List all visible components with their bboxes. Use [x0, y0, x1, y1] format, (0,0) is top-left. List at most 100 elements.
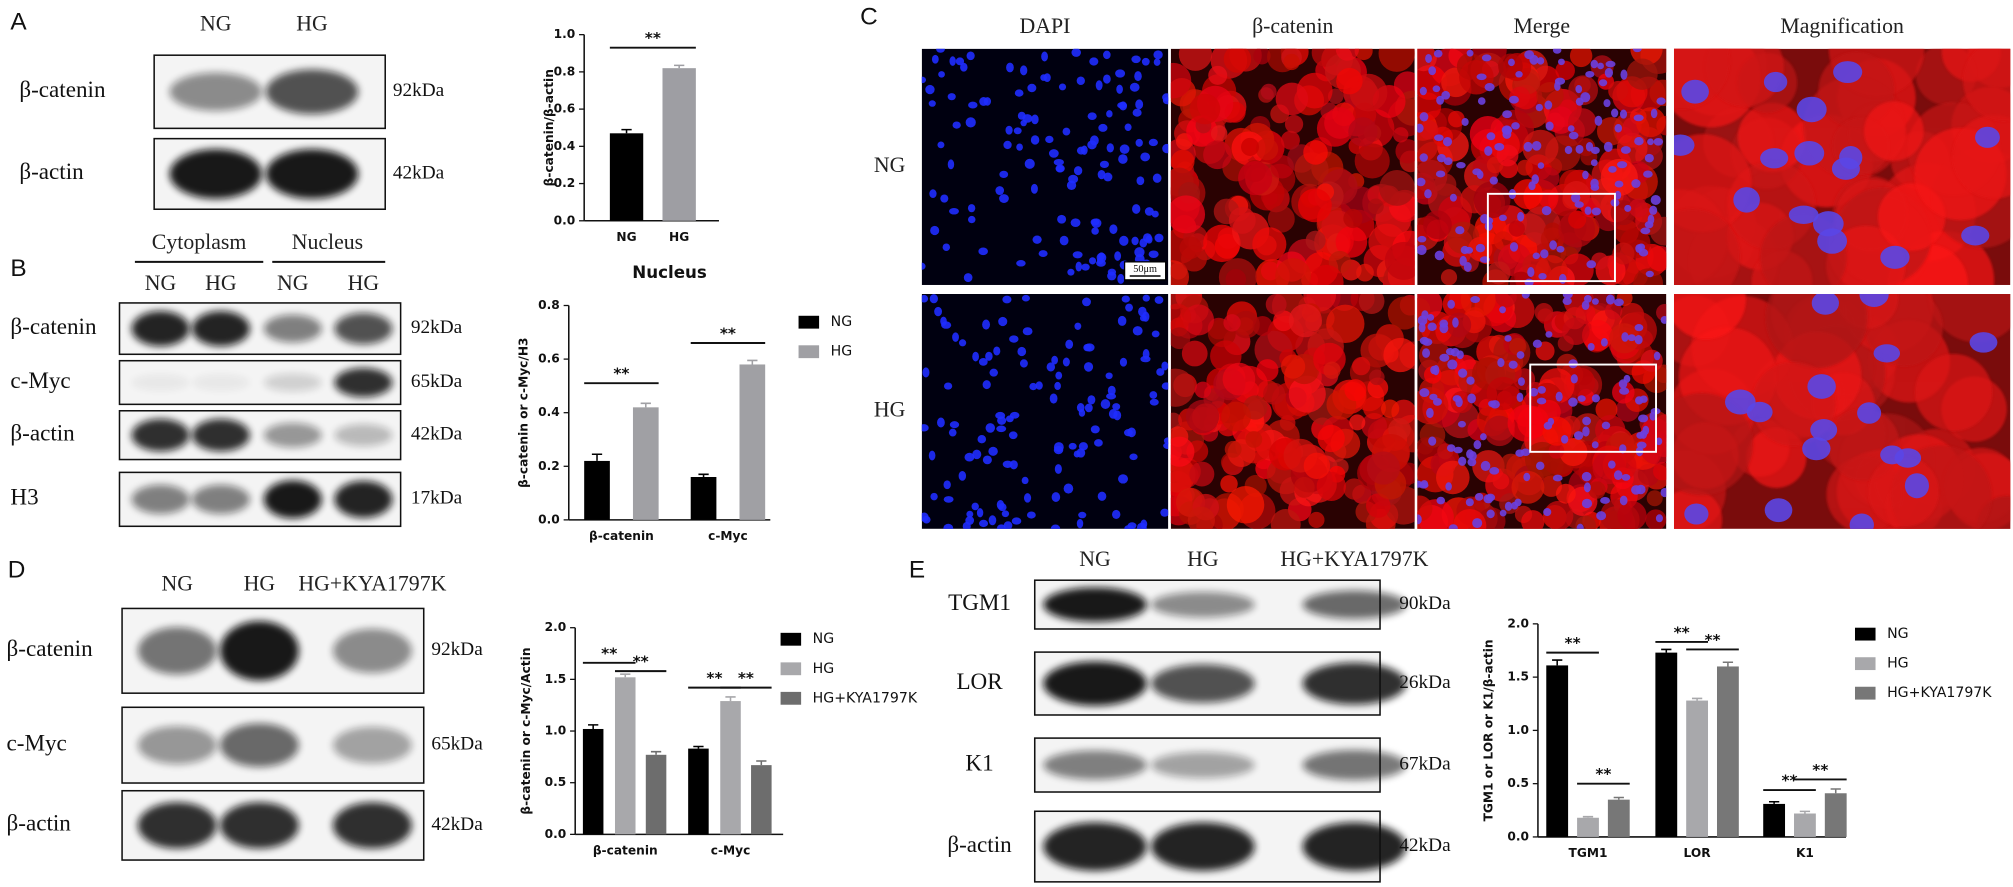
nucleus — [1532, 339, 1543, 348]
nucleus — [1644, 153, 1654, 163]
legend-swatch — [1854, 657, 1876, 671]
size-label: 42kDa — [393, 162, 445, 183]
nucleus — [1436, 95, 1445, 105]
cell — [1305, 230, 1326, 251]
nucleus — [1161, 361, 1169, 371]
cell — [1737, 102, 1807, 173]
nucleus — [1552, 474, 1563, 482]
bar — [1763, 803, 1786, 837]
nucleus — [1624, 204, 1632, 212]
cell — [1228, 206, 1256, 234]
row-label: HG — [874, 397, 906, 421]
blot-band — [131, 311, 190, 347]
nucleus — [1499, 509, 1507, 517]
blot-band — [219, 723, 299, 767]
nucleus — [1536, 397, 1547, 405]
cell — [1224, 440, 1242, 458]
nucleus — [1073, 450, 1081, 458]
error-bar — [674, 64, 685, 69]
nucleus — [1417, 480, 1423, 488]
nucleus — [972, 449, 982, 460]
bar — [609, 133, 644, 221]
blot-band — [191, 374, 250, 391]
cell — [1343, 478, 1365, 500]
cell — [1653, 461, 1667, 481]
nucleus — [1419, 86, 1427, 96]
nucleus — [1554, 81, 1561, 91]
nucleus — [1603, 99, 1611, 108]
bar — [614, 677, 636, 835]
column-label: Merge — [1514, 14, 1571, 38]
nucleus — [1904, 473, 1930, 499]
nucleus — [997, 416, 1007, 425]
nucleus — [1509, 242, 1519, 252]
nucleus — [1124, 524, 1135, 529]
error-bar — [698, 473, 709, 478]
nucleus — [1600, 338, 1608, 347]
cell — [1635, 107, 1666, 138]
nucleus — [1604, 67, 1614, 78]
nucleus — [1436, 153, 1446, 163]
y-tick-label: 1.0 — [545, 724, 567, 738]
legend-label: NG — [831, 314, 853, 330]
nucleus — [1466, 376, 1475, 385]
nucleus — [1436, 496, 1446, 505]
panel-letter: E — [909, 557, 925, 584]
nucleus — [1161, 382, 1169, 390]
nucleus — [938, 71, 945, 78]
cell — [1324, 107, 1356, 139]
blot-band — [263, 480, 322, 519]
nucleus — [1660, 487, 1667, 498]
nucleus — [1467, 458, 1477, 467]
nucleus — [982, 380, 991, 390]
nucleus — [1570, 374, 1578, 384]
nucleus — [1083, 362, 1094, 372]
significance-label: ** — [601, 644, 617, 662]
size-label: 42kDa — [1399, 835, 1451, 856]
nucleus — [1139, 238, 1148, 248]
protein-label: β-actin — [7, 810, 72, 836]
nucleus — [1601, 421, 1611, 430]
nucleus — [1148, 250, 1159, 258]
cell — [1181, 340, 1208, 367]
nucleus — [1483, 494, 1494, 504]
nucleus — [1024, 158, 1035, 169]
nucleus — [1427, 313, 1435, 321]
protein-label: β-catenin — [19, 76, 106, 102]
nucleus — [1419, 388, 1430, 397]
nucleus — [1124, 123, 1132, 132]
nucleus — [1650, 108, 1658, 119]
nucleus — [1568, 397, 1578, 407]
nucleus — [1156, 368, 1165, 376]
significance-label: ** — [738, 669, 754, 687]
nucleus — [1030, 183, 1038, 194]
nucleus — [1445, 482, 1452, 491]
y-tick-label: 0.6 — [554, 102, 576, 116]
cell — [1288, 303, 1323, 338]
lane-label: HG — [244, 571, 276, 595]
nucleus — [1590, 159, 1598, 167]
nucleus — [1153, 58, 1161, 66]
size-label: 92kDa — [393, 80, 445, 101]
nucleus — [1026, 511, 1036, 519]
nucleus — [1149, 398, 1159, 406]
nucleus — [1516, 351, 1525, 359]
nucleus — [1573, 431, 1584, 440]
nucleus — [1097, 491, 1107, 501]
error-bar — [693, 745, 704, 749]
lane-label: NG — [162, 571, 194, 595]
nucleus — [1002, 295, 1012, 304]
nucleus — [1125, 303, 1133, 312]
nucleus — [1090, 135, 1099, 146]
column-label: β-catenin — [1252, 14, 1333, 38]
bar — [1686, 700, 1709, 837]
cell — [1604, 302, 1623, 320]
nucleus — [1529, 387, 1539, 397]
cell — [1608, 80, 1629, 101]
nucleus — [1051, 355, 1058, 365]
nucleus — [1417, 123, 1424, 133]
nucleus — [1022, 327, 1033, 336]
cell — [1440, 269, 1458, 285]
nucleus — [1810, 419, 1838, 441]
x-tick-label: NG — [616, 230, 636, 244]
